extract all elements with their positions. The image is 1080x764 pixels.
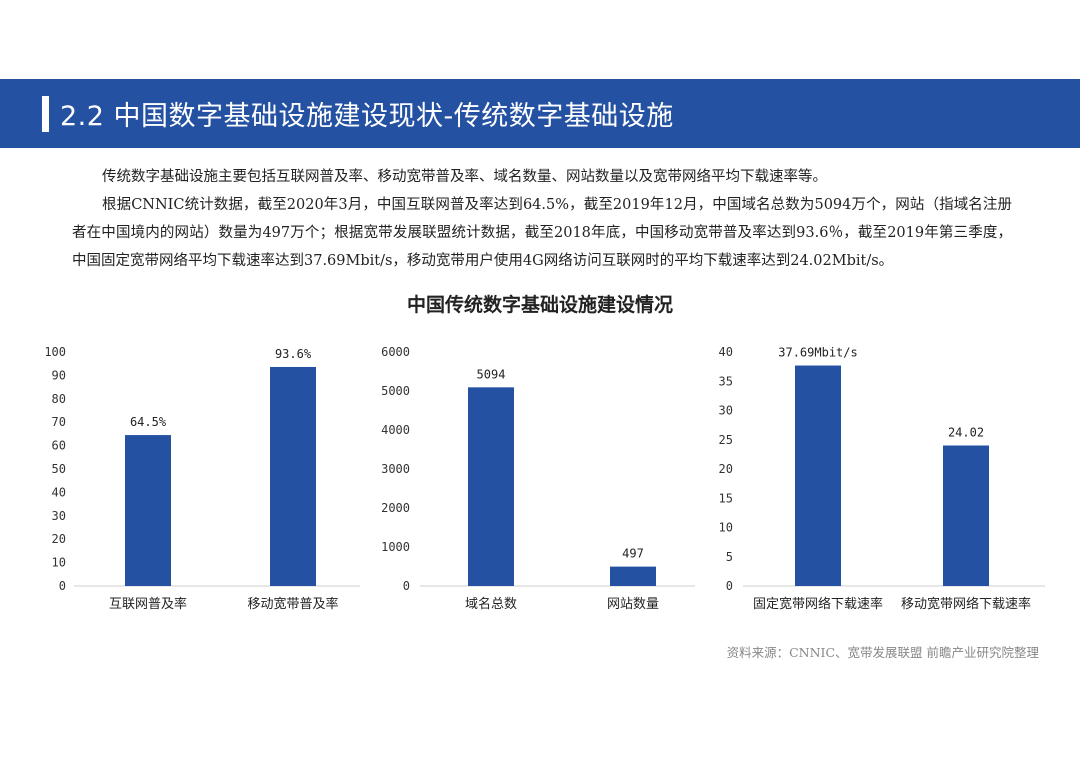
intro-paragraph-2: 根据CNNIC统计数据，截至2020年3月，中国互联网普及率达到64.5%，截至… bbox=[72, 197, 1012, 269]
y-tick-label: 60 bbox=[52, 439, 66, 453]
y-tick-label: 30 bbox=[719, 404, 733, 418]
y-tick-label: 0 bbox=[403, 579, 410, 593]
y-tick-label: 90 bbox=[52, 368, 66, 382]
bar bbox=[270, 366, 316, 586]
y-tick-label: 3000 bbox=[381, 462, 410, 476]
data-label: 497 bbox=[622, 547, 644, 561]
data-label: 24.02 bbox=[948, 425, 984, 439]
y-tick-label: 35 bbox=[719, 374, 733, 388]
data-label: 64.5% bbox=[130, 415, 167, 429]
y-tick-label: 0 bbox=[726, 579, 733, 593]
bar bbox=[468, 387, 514, 586]
y-tick-label: 25 bbox=[719, 433, 733, 447]
category-label: 网站数量 bbox=[607, 597, 659, 612]
section-banner: 2.2 中国数字基础设施建设现状-传统数字基础设施 bbox=[0, 79, 1080, 148]
y-tick-label: 20 bbox=[52, 532, 66, 546]
y-tick-label: 70 bbox=[52, 415, 66, 429]
y-tick-label: 2000 bbox=[381, 501, 410, 515]
bar bbox=[125, 435, 171, 586]
category-label: 移动宽带普及率 bbox=[247, 596, 338, 612]
y-tick-label: 5000 bbox=[381, 384, 410, 398]
category-label: 移动宽带网络下载速率 bbox=[901, 596, 1031, 612]
category-label: 互联网普及率 bbox=[109, 596, 187, 612]
y-tick-label: 100 bbox=[44, 345, 66, 359]
bar bbox=[795, 365, 841, 586]
bar bbox=[610, 566, 656, 586]
intro-paragraph-1: 传统数字基础设施主要包括互联网普及率、移动宽带普及率、域名数量、网站数量以及宽带… bbox=[102, 169, 827, 185]
y-tick-label: 30 bbox=[52, 509, 66, 523]
category-label: 固定宽带网络下载速率 bbox=[753, 596, 883, 612]
chart-penetration-rates: 0 10 20 30 40 50 60 70 80 90 100 64.5% 互联网普及率 93.6% 移动… bbox=[44, 345, 360, 612]
y-tick-label: 5 bbox=[726, 550, 733, 564]
y-tick-label: 50 bbox=[52, 462, 66, 476]
y-tick-label: 0 bbox=[59, 579, 66, 593]
y-tick-label: 10 bbox=[719, 521, 733, 535]
category-label: 域名总数 bbox=[465, 596, 517, 612]
y-tick-label: 6000 bbox=[381, 345, 410, 359]
data-label: 93.6% bbox=[275, 347, 312, 361]
data-label: 37.69Mbit/s bbox=[778, 346, 857, 360]
chart-title: 中国传统数字基础设施建设情况 bbox=[406, 294, 673, 316]
y-tick-label: 10 bbox=[52, 556, 66, 570]
section-title: 2.2 中国数字基础设施建设现状-传统数字基础设施 bbox=[60, 101, 674, 132]
chart-download-speeds: 0 5 10 15 20 25 30 35 40 37.69Mbit/s 固定宽带网络下载速率 24.… bbox=[719, 345, 1045, 612]
y-tick-label: 1000 bbox=[381, 540, 410, 554]
chart-domains-websites: 0 1000 2000 3000 4000 5000 6000 5094 域名总数 497 网站数量 bbox=[381, 345, 695, 612]
y-tick-label: 20 bbox=[719, 462, 733, 476]
y-tick-label: 4000 bbox=[381, 423, 410, 437]
y-tick-label: 40 bbox=[52, 485, 66, 499]
intro-text: 传统数字基础设施主要包括互联网普及率、移动宽带普及率、域名数量、网站数量以及宽带… bbox=[72, 163, 1012, 275]
y-tick-label: 15 bbox=[719, 491, 733, 505]
bar bbox=[943, 445, 989, 586]
source-note: 资料来源：CNNIC、宽带发展联盟 前瞻产业研究院整理 bbox=[726, 645, 1039, 660]
y-tick-label: 80 bbox=[52, 392, 66, 406]
data-label: 5094 bbox=[477, 367, 506, 381]
banner-accent-bar bbox=[42, 96, 49, 132]
y-tick-label: 40 bbox=[719, 345, 733, 359]
